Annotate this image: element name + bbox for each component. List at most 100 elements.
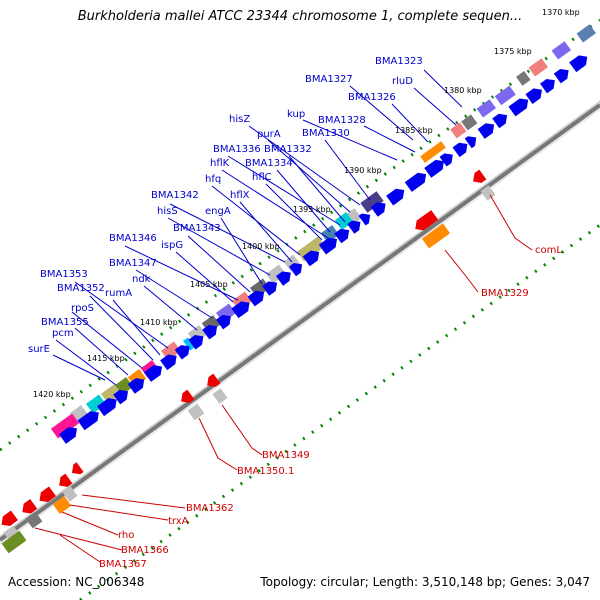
forward-cds-arrow [288,263,303,277]
gene-label: hisS [157,206,178,217]
forward-cds-arrow [247,290,265,307]
gene-label: rumA [105,288,132,299]
reverse-cds-arrow [181,389,195,403]
reverse-cds-arrow [207,373,221,387]
connector-line [221,404,263,456]
tick-label: 1375 kbp [494,47,532,56]
forward-cds-arrow [262,281,278,296]
gene-label: engA [205,206,231,217]
tick-label: 1400 kbp [242,242,280,251]
connector-line [175,251,234,303]
connector-line [74,327,129,376]
connector-line [302,119,398,161]
connector-line [61,511,119,536]
cog-box [516,71,531,86]
gene-label: hfq [205,174,221,185]
connector-line [349,85,414,141]
tick-label: 1380 kbp [444,86,482,95]
forward-cds-arrow [525,88,542,105]
tick-label: 1390 kbp [344,166,382,175]
forward-cds-arrow [334,228,350,244]
connector-line [81,494,186,509]
gene-label: BMA1336 [213,144,261,155]
forward-cds-arrow [424,159,444,178]
connector-line [221,169,329,239]
gene-label: purA [257,129,281,140]
gene-label: hisZ [229,114,250,125]
connector-line [276,169,331,233]
forward-cds-arrow [96,398,117,417]
cog-box [476,99,496,118]
forward-cds-arrow [202,325,218,340]
gene-label: BMA1332 [264,144,312,155]
forward-cds-arrow [174,345,190,360]
gene-label: comL [535,245,562,256]
connector-line [89,295,154,361]
gene-label: BMA1326 [348,92,396,103]
forward-cds-arrow [216,314,231,330]
gene-label: kup [287,109,305,120]
reverse-cog-box [1,530,27,554]
connector-line [248,125,361,206]
map-title: Burkholderia mallei ATCC 23344 chromosom… [77,9,523,24]
gene-label: BMA1355 [41,317,89,328]
accession-text: Accession: NC_006348 [8,575,145,589]
tick-label: 1395 kbp [293,205,331,214]
connector-line [74,281,169,349]
reverse-cog-box [52,496,72,514]
reverse-cds-arrow [1,510,18,527]
forward-cds-arrow [452,142,468,158]
reverse-cds-arrow [71,462,84,475]
gene-label: BMA1343 [173,223,221,234]
connector-line [143,285,198,331]
forward-cds-arrow [404,172,427,192]
reverse-cds-arrow [59,473,73,487]
connector-line [167,217,271,276]
gene-label: BMA1347 [109,258,157,269]
gene-label: BMA1330 [302,128,350,139]
forward-cds-arrow [77,411,99,431]
reverse-cog-box [62,486,78,502]
forward-cds-arrow [492,113,508,129]
gene-label: BMA1350.1 [237,466,294,477]
connector-line [52,354,106,381]
gene-label: BMA1367 [99,559,147,570]
connector-line [489,194,533,251]
connector-line [239,201,293,263]
cog-box [461,114,478,131]
cog-box [266,264,286,284]
gene-label: ispG [161,240,183,251]
forward-cds-arrow [508,98,529,117]
connector-line [112,299,161,356]
tick-label: 1405 kbp [190,280,228,289]
gene-label: BMA1329 [481,288,529,299]
gene-label: BMA1352 [57,283,105,294]
forward-cds-track [58,55,588,444]
forward-cds-arrow [275,271,291,286]
reverse-cog-box [480,185,496,201]
gene-label: surE [28,344,50,355]
gene-label: pcm [52,328,74,339]
forward-cds-arrow [231,301,250,319]
gene-label: BMA1366 [121,545,169,556]
tick-label: 1385 kbp [395,126,433,135]
backbone-highlight [0,101,600,538]
connector-line [444,249,479,293]
reverse-cds-arrow [473,169,487,183]
forward-cds-arrow [160,354,177,371]
reverse-cog-box [187,403,205,421]
cog-box [101,384,121,404]
connector-line [423,69,463,108]
forward-cds-arrow [127,378,145,394]
cog-box [576,24,596,43]
cog-box [50,413,80,439]
tick-label: 1410 kbp [140,318,178,327]
forward-cds-arrow [347,220,361,234]
connector-line [265,183,323,241]
connector-line [363,125,416,153]
gene-label: BMA1323 [375,56,423,67]
connector-line [135,269,213,319]
connector-line [413,87,457,126]
cog-box [296,236,326,262]
